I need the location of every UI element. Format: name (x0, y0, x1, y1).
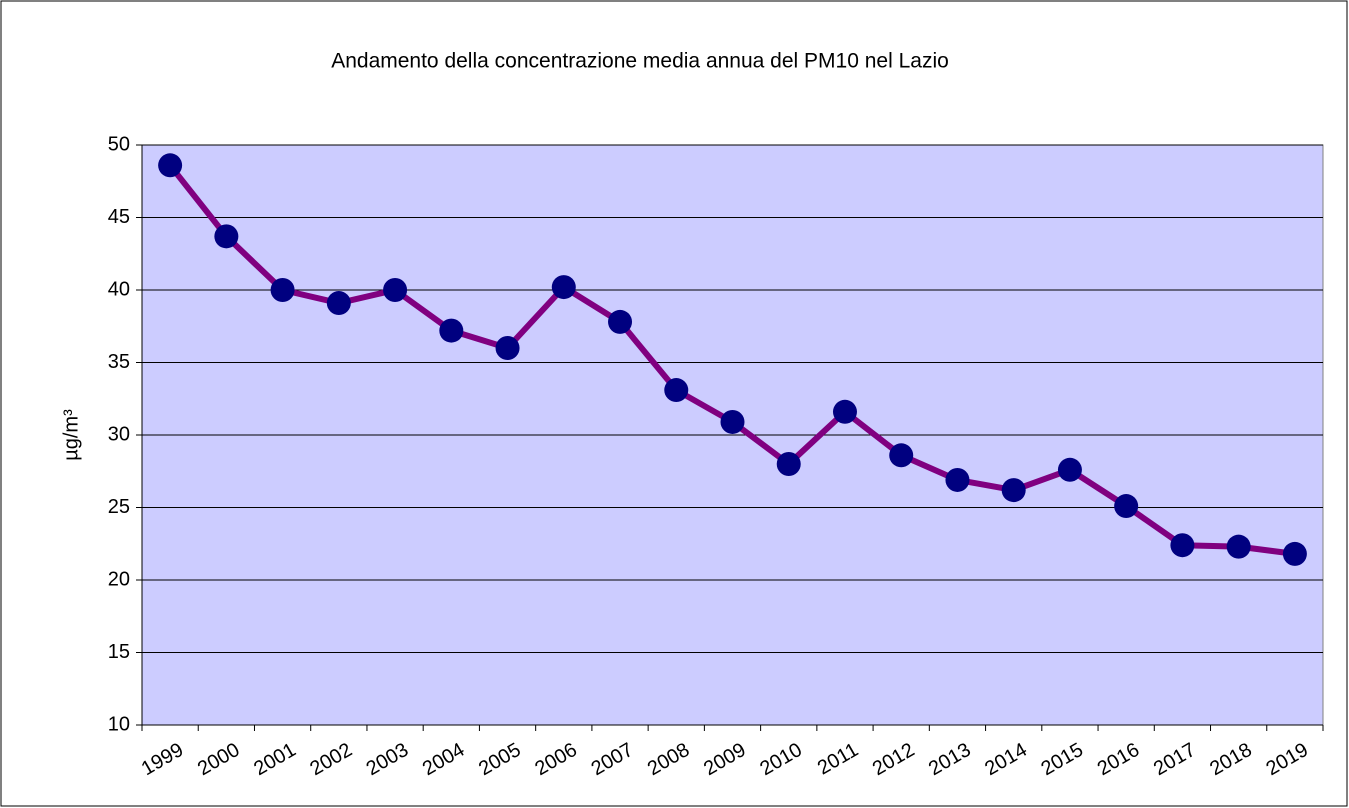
data-point (1057, 457, 1082, 482)
data-point (832, 399, 857, 424)
data-point (1226, 534, 1251, 559)
y-tick-label: 50 (108, 133, 130, 155)
data-point (495, 336, 520, 360)
y-tick-label: 25 (108, 496, 130, 518)
y-tick-label: 15 (108, 641, 130, 663)
y-tick-label: 10 (108, 713, 130, 735)
data-point (664, 378, 689, 403)
y-axis-label: µg/m³ (60, 409, 82, 461)
y-tick-label: 45 (108, 206, 130, 228)
data-point (270, 278, 295, 302)
data-point (889, 443, 914, 468)
data-point (1001, 478, 1026, 503)
data-point (326, 291, 351, 316)
data-point (158, 153, 183, 178)
y-tick-label: 30 (108, 423, 130, 445)
chart-title: Andamento della concentrazione media ann… (331, 50, 949, 73)
data-point (945, 467, 970, 492)
data-point (1282, 541, 1307, 566)
data-point (383, 278, 408, 302)
data-point (1170, 533, 1195, 558)
data-point (776, 452, 801, 476)
data-point (608, 309, 633, 334)
y-tick-label: 35 (108, 351, 130, 373)
data-point (720, 409, 745, 434)
data-point (551, 275, 576, 300)
y-tick-label: 20 (108, 568, 130, 590)
data-point (439, 318, 464, 343)
data-point (214, 224, 239, 249)
y-tick-label: 40 (108, 278, 130, 300)
data-point (1114, 494, 1139, 519)
